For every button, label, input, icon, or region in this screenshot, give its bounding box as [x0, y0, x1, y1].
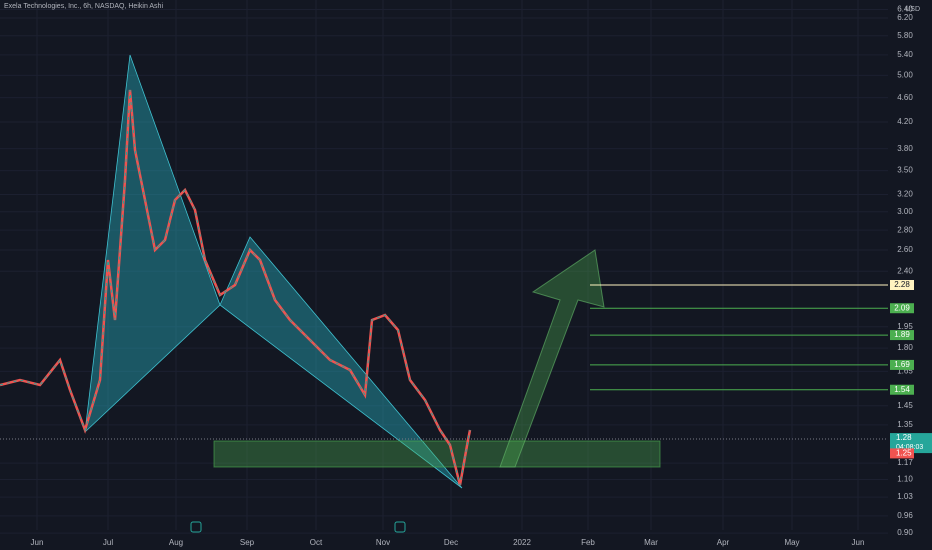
earnings-icon[interactable]	[394, 521, 406, 533]
price-label: 1.35	[897, 420, 913, 429]
price-label: 4.60	[897, 93, 913, 102]
price-label: 1.80	[897, 343, 913, 352]
level-tag-label: 1.54	[894, 385, 910, 394]
level-tag	[890, 359, 914, 370]
demand-zone	[213, 440, 661, 468]
price-label: 5.80	[897, 31, 913, 40]
price-label: 3.50	[897, 166, 913, 175]
price-label: 4.20	[897, 117, 913, 126]
price-label: 3.00	[897, 207, 913, 216]
level-tag-label: 1.69	[894, 360, 910, 369]
time-label: Sep	[240, 538, 255, 547]
level-tag-label: 1.89	[894, 330, 910, 339]
price-series-up	[0, 89, 471, 486]
price-label: 1.10	[897, 475, 913, 484]
time-label: May	[784, 538, 799, 547]
price-label: 3.20	[897, 190, 913, 199]
price-label: 0.90	[897, 528, 913, 537]
time-label: 2022	[513, 538, 531, 547]
harmonic-leg	[219, 236, 463, 489]
earnings-icon[interactable]	[190, 521, 202, 533]
price-label: 1.03	[897, 492, 913, 501]
time-label: Oct	[310, 538, 323, 547]
time-label: Jul	[103, 538, 113, 547]
price-label: 6.20	[897, 13, 913, 22]
level-tag-label: 2.28	[894, 280, 910, 289]
time-label: Jun	[31, 538, 44, 547]
level-tag-label: 2.09	[894, 303, 910, 312]
level-tag	[890, 330, 914, 341]
price-label: 1.95	[897, 322, 913, 331]
time-label: Dec	[444, 538, 458, 547]
time-label: Apr	[717, 538, 730, 547]
time-label: Nov	[376, 538, 390, 547]
price-label: 0.96	[897, 511, 913, 520]
countdown: 04:08:03	[896, 444, 923, 451]
price-label: 5.00	[897, 71, 913, 80]
previous-close-tag	[890, 448, 914, 459]
price-label: 2.60	[897, 245, 913, 254]
last-price: 1.28	[896, 433, 912, 442]
price-label: 3.80	[897, 144, 913, 153]
level-tag	[890, 384, 914, 395]
axes: 6.406.20 5.80 5.40 5.00 4.60 4.20 3.80 3.50 3.20…	[31, 5, 914, 547]
time-label: Mar	[644, 538, 658, 547]
symbol-title: Exela Technologies, Inc., 6h, NASDAQ, He…	[4, 3, 163, 10]
previous-close: 1.25	[896, 449, 912, 458]
time-label: Jun	[852, 538, 865, 547]
grid	[0, 0, 888, 534]
time-label: Aug	[169, 538, 183, 547]
price-label: 5.40	[897, 50, 913, 59]
price-label: 2.40	[897, 266, 913, 275]
currency: USD	[905, 6, 920, 13]
last-price-tag	[890, 433, 932, 454]
price-label: 6.40	[897, 5, 913, 14]
price-label: 2.80	[897, 225, 913, 234]
price-label: 1.45	[897, 401, 913, 410]
level-tag	[890, 279, 914, 290]
price-label: 1.65	[897, 366, 913, 375]
time-label: Feb	[581, 538, 595, 547]
price-label: 1.17	[897, 458, 913, 467]
level-tag	[890, 303, 914, 314]
